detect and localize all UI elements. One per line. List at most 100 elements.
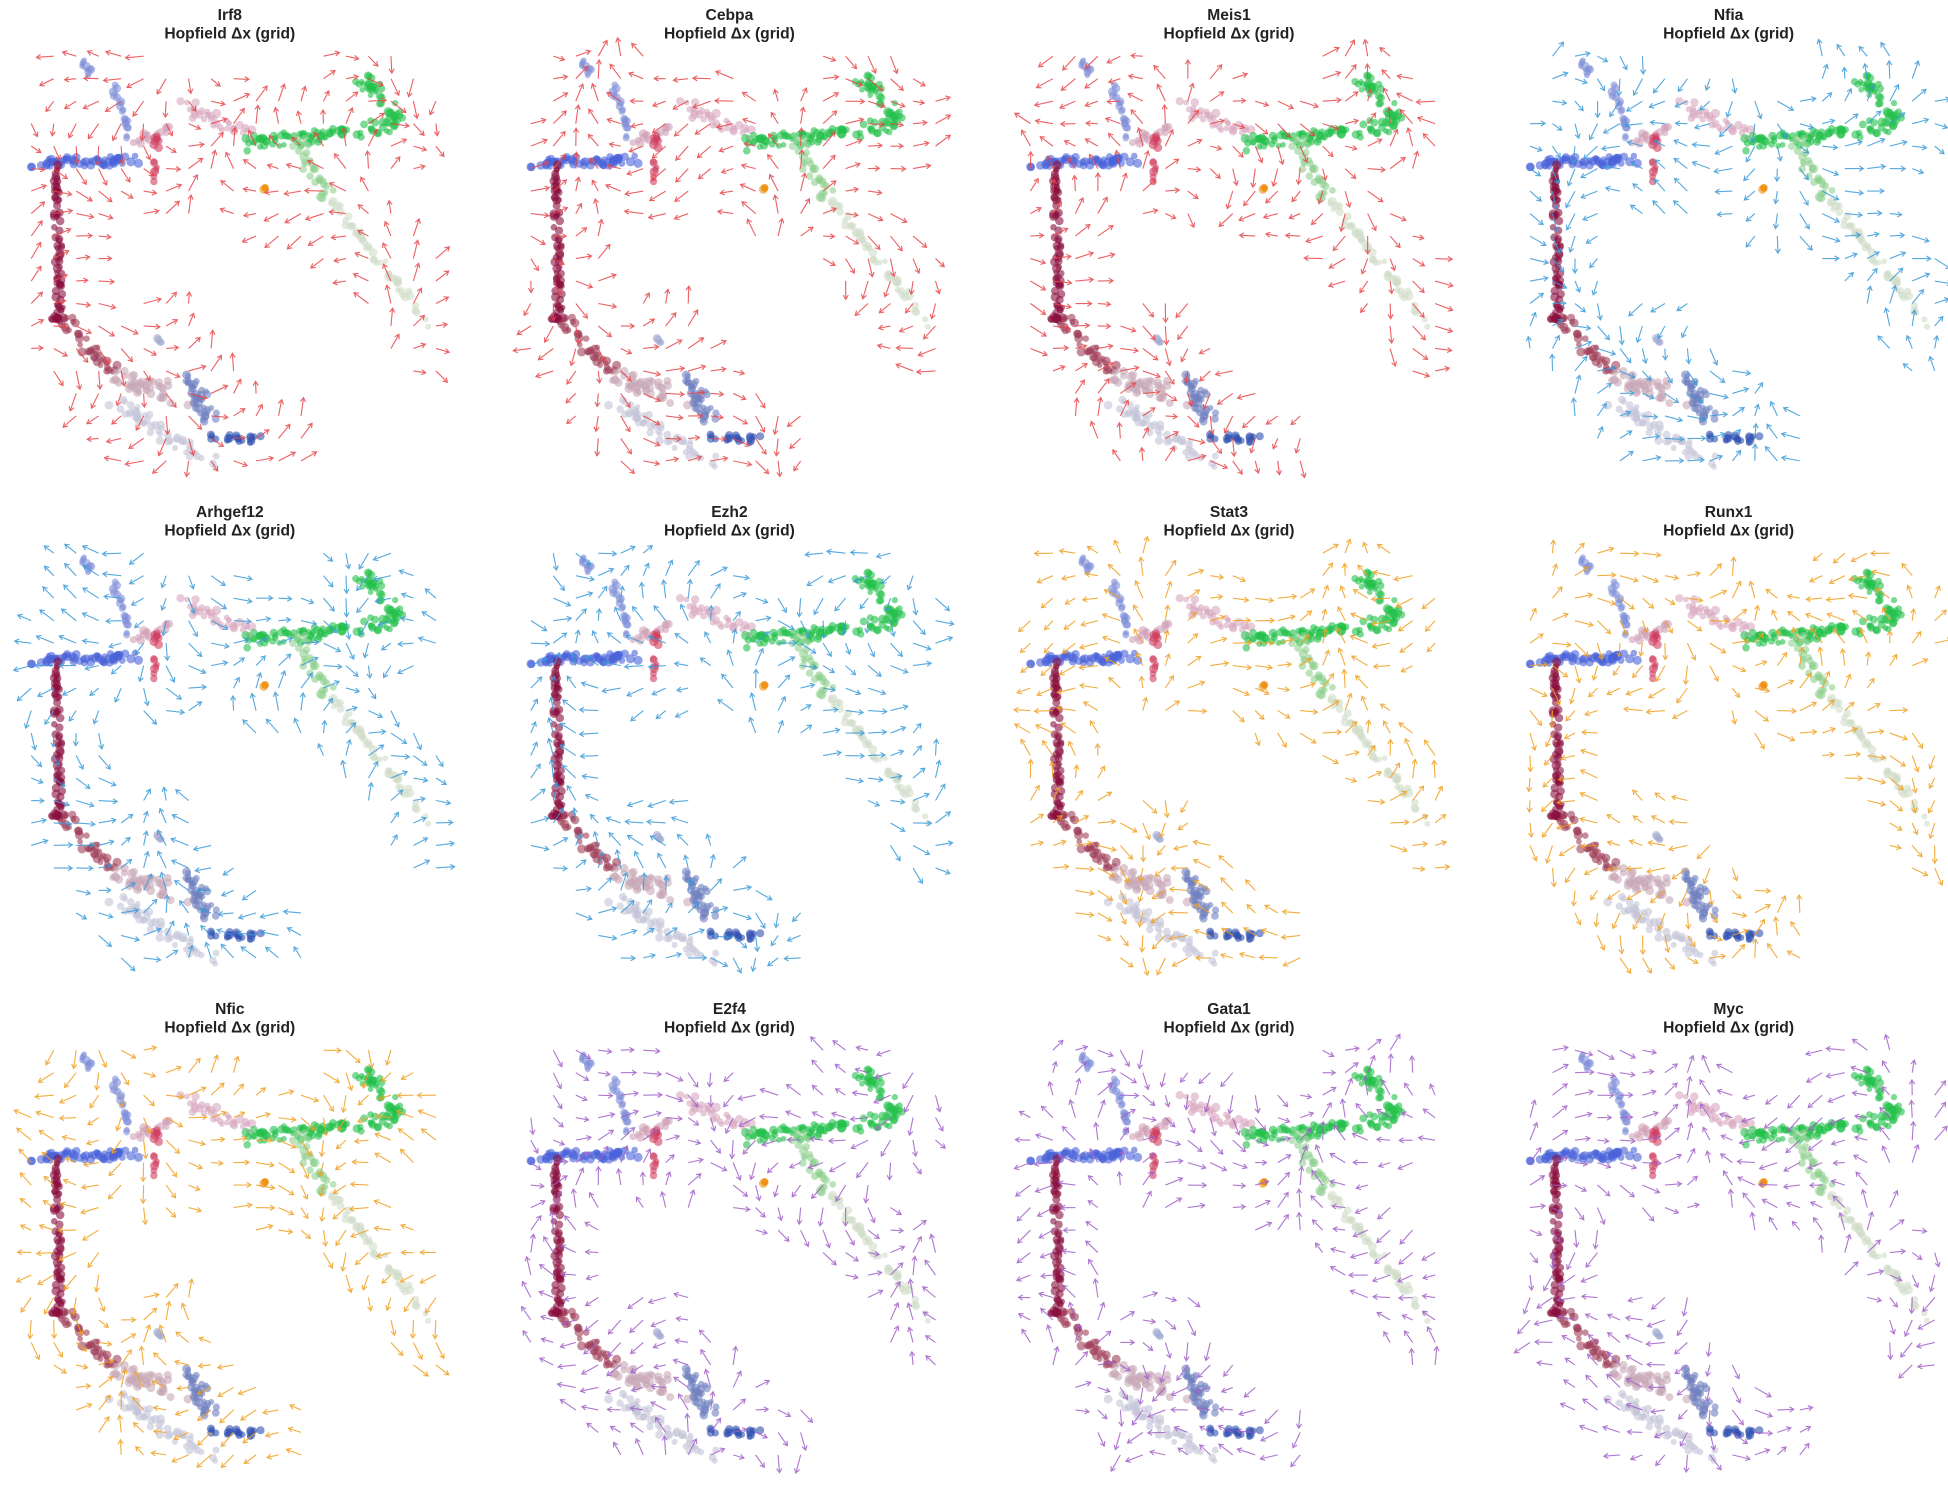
arrow (53, 145, 61, 161)
arrow (1552, 99, 1568, 106)
arrow (1934, 145, 1945, 155)
arrow (630, 122, 644, 129)
arrow (1223, 415, 1234, 434)
arrow (1164, 348, 1172, 367)
arrow (710, 339, 727, 349)
cells (1525, 57, 1931, 470)
arrow (433, 123, 440, 137)
cell (657, 928, 663, 935)
arrow (307, 235, 324, 246)
cell (611, 158, 618, 165)
arrow (1529, 213, 1544, 226)
cell (725, 617, 732, 623)
cell (870, 118, 879, 127)
cell (1389, 120, 1396, 127)
cell (1555, 295, 1564, 304)
arrow (733, 460, 753, 467)
cell (555, 237, 563, 244)
arrow (1883, 307, 1891, 327)
cell (26, 162, 36, 172)
arrow (165, 291, 178, 304)
arrow (1799, 123, 1815, 130)
cell (63, 314, 70, 321)
arrow (1754, 403, 1761, 417)
arrow (413, 859, 431, 869)
cell (776, 131, 786, 140)
arrow (1822, 213, 1841, 223)
arrow (23, 710, 32, 730)
cell (629, 139, 637, 147)
panel-subtitle: Hopfield Δx (grid) (164, 523, 295, 540)
cells (526, 554, 931, 967)
cell (666, 399, 675, 408)
cell (56, 263, 63, 271)
arrow (304, 213, 324, 222)
arrow (194, 867, 212, 874)
arrow (278, 451, 297, 462)
cell (922, 316, 929, 323)
arrow (1422, 132, 1436, 147)
arrow (1030, 207, 1042, 215)
arrow (912, 119, 928, 126)
cell (60, 652, 69, 661)
arrow (300, 85, 308, 102)
arrow (1264, 231, 1278, 238)
arrow (1097, 343, 1114, 350)
arrow (300, 620, 318, 627)
cell (57, 307, 65, 314)
arrow (1389, 348, 1398, 368)
cell (640, 419, 648, 427)
cell (862, 244, 870, 252)
arrow (435, 270, 450, 282)
arrow (648, 190, 667, 202)
cell (163, 376, 172, 385)
cell (1050, 193, 1058, 202)
arrow (1589, 258, 1598, 269)
arrow (587, 133, 599, 147)
arrow (1300, 100, 1320, 109)
arrow (1232, 72, 1249, 80)
arrow (120, 957, 136, 972)
cell (112, 581, 122, 590)
arrow (606, 117, 621, 125)
cell (293, 632, 302, 642)
arrow (1232, 460, 1243, 475)
arrow (1529, 292, 1545, 304)
cell (1641, 385, 1649, 394)
cell (846, 222, 855, 231)
arrow (62, 415, 77, 428)
cell (150, 655, 158, 663)
arrow (1389, 156, 1407, 170)
arrow (210, 642, 230, 649)
arrow (1214, 370, 1233, 377)
arrow (1164, 445, 1175, 462)
arrow (412, 101, 420, 120)
arrow (624, 190, 644, 197)
cell (641, 909, 648, 916)
cell (1122, 134, 1130, 142)
arrow (1911, 272, 1931, 282)
arrow (1709, 348, 1719, 366)
arrow (1275, 460, 1282, 476)
arrow (776, 460, 783, 478)
arrow (268, 134, 279, 147)
cell (70, 318, 77, 325)
arrow (1629, 204, 1643, 215)
arrow (1139, 446, 1146, 461)
arrow (82, 75, 99, 82)
arrow (590, 82, 599, 102)
arrow (1142, 325, 1156, 341)
cell (1208, 459, 1216, 468)
arrow (732, 392, 747, 401)
arrow (233, 676, 240, 689)
cell (331, 206, 337, 213)
arrow (1236, 392, 1256, 401)
arrow (1310, 213, 1324, 226)
arrow (353, 292, 369, 304)
cell (135, 136, 143, 144)
arrow (1294, 438, 1301, 454)
arrow (1434, 365, 1451, 372)
arrow (1362, 38, 1369, 57)
cell (321, 631, 327, 638)
